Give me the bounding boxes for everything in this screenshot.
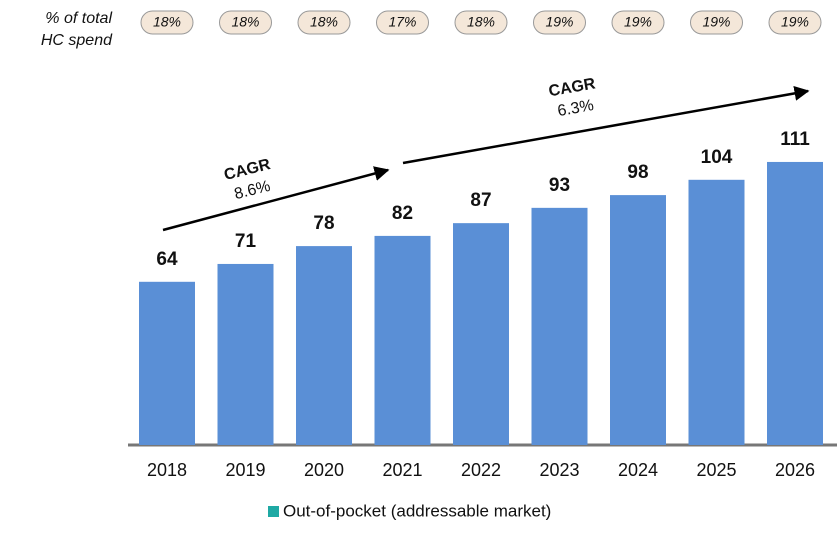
value-label: 104 [701,147,733,168]
x-tick-label: 2018 [147,460,187,480]
cagr-annotation: CAGR 8.6% [222,156,273,203]
value-label: 111 [780,129,810,150]
share-pill [768,10,822,35]
share-label: 17% [388,14,416,30]
bar [767,161,823,445]
x-tick-label: 2020 [304,460,344,480]
value-label: 93 [549,175,570,196]
share-pill [140,10,194,35]
legend-label: Out-of-pocket (addressable market) [283,501,551,520]
bar [139,281,195,445]
x-tick-label: 2019 [225,460,265,480]
bar [217,263,274,445]
value-label: 98 [627,162,648,183]
cagr-value: 6.3% [556,97,595,120]
share-label: 19% [545,14,573,30]
bar [688,179,745,446]
cagr-value: 8.6% [233,178,273,203]
x-tick-label: 2026 [775,460,815,480]
x-tick-label: 2021 [382,460,422,480]
bar [531,207,588,445]
share-label: 19% [702,14,730,30]
value-label: 87 [470,190,491,211]
cagr-arrow [402,85,810,165]
value-label: 64 [156,249,178,270]
x-tick-label: 2025 [696,460,736,480]
share-pill [297,10,351,35]
share-label: 18% [153,14,181,30]
share-pill [533,10,586,35]
bar [296,246,352,445]
share-label: 18% [310,14,338,30]
share-pill [611,10,665,35]
value-label: 82 [392,203,413,224]
bar [610,195,666,445]
cagr-arrow [162,166,390,232]
share-label: 19% [781,14,809,30]
value-label: 71 [235,231,257,252]
bar [374,235,431,445]
share-pill [690,10,743,35]
share-pill [219,10,272,35]
x-tick-label: 2023 [539,460,579,480]
value-label: 78 [313,213,334,234]
share-title: HC spend [41,32,113,49]
share-title: % of total [45,10,112,27]
share-pill [376,10,429,35]
x-tick-label: 2022 [461,460,501,480]
share-label: 18% [467,14,495,30]
legend-swatch [268,506,279,517]
cagr-annotation: CAGR 6.3% [547,75,597,120]
share-label: 18% [231,14,259,30]
x-tick-label: 2024 [618,460,658,480]
share-label: 19% [624,14,652,30]
bar [453,223,509,445]
share-pill [454,10,508,35]
